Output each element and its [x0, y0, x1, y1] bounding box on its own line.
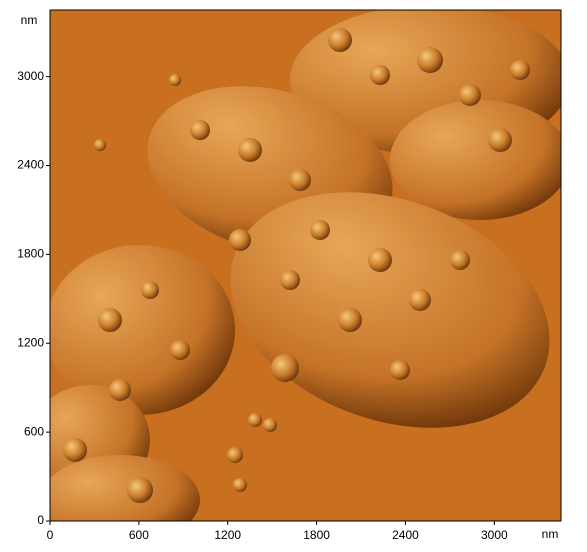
image-frame — [49, 9, 562, 522]
x-tick-label: 2400 — [392, 528, 419, 542]
x-tick-label: 600 — [129, 528, 149, 542]
x-axis-label: nm — [542, 527, 559, 541]
x-tick-label: 1800 — [303, 528, 330, 542]
y-axis-label: nm — [21, 13, 38, 27]
x-tick-label: 1200 — [214, 528, 241, 542]
y-tick-label: 2400 — [17, 158, 44, 172]
y-tick-label: 600 — [24, 424, 44, 438]
x-tick-label: 0 — [47, 528, 54, 542]
y-tick-label: 3000 — [17, 69, 44, 83]
y-tick-label: 1800 — [17, 247, 44, 261]
y-tick-label: 1200 — [17, 335, 44, 349]
afm-image — [50, 10, 561, 521]
x-tick-label: 3000 — [481, 528, 508, 542]
y-tick-label: 0 — [37, 513, 44, 527]
